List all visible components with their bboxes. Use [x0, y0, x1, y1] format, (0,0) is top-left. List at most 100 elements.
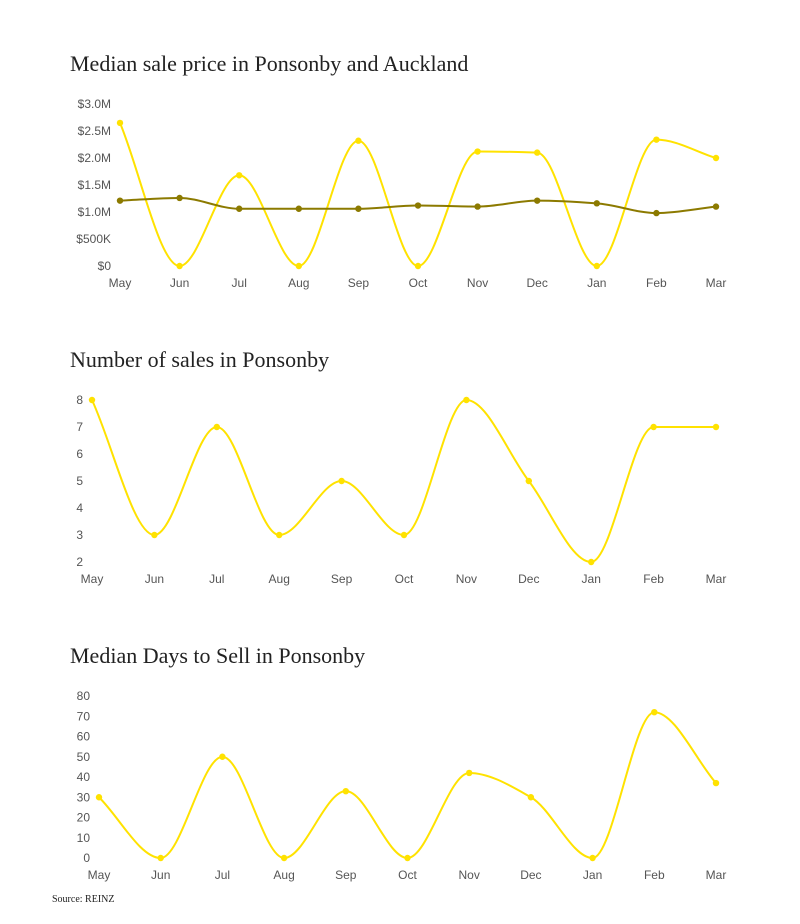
- data-point[interactable]: [527, 794, 535, 801]
- x-tick-label: Jun: [145, 572, 164, 586]
- x-tick-label: Aug: [269, 572, 290, 586]
- data-point[interactable]: [342, 787, 349, 795]
- data-point[interactable]: [213, 423, 220, 431]
- data-point[interactable]: [588, 558, 595, 566]
- data-point[interactable]: [157, 854, 164, 862]
- x-tick-label: Mar: [706, 868, 727, 882]
- data-point[interactable]: [463, 396, 470, 404]
- x-tick-label: Mar: [706, 572, 727, 586]
- x-tick-label: May: [88, 868, 111, 882]
- x-tick-label: Aug: [273, 868, 294, 882]
- data-point[interactable]: [474, 203, 481, 210]
- data-point[interactable]: [95, 794, 103, 801]
- y-tick-label: $3.0M: [78, 97, 111, 111]
- data-point[interactable]: [280, 854, 288, 862]
- data-point[interactable]: [404, 854, 411, 862]
- sales-line-chart: 2 3 4 5 6 7 8 May Jun Jul Aug Sep Oct Nov Dec Jan Feb Mar: [76, 393, 727, 586]
- data-point[interactable]: [219, 753, 226, 760]
- series-line: [98, 711, 717, 860]
- y-tick-label: $0: [98, 259, 112, 273]
- data-point[interactable]: [276, 531, 283, 539]
- data-point[interactable]: [712, 423, 720, 431]
- x-tick-label: Feb: [643, 572, 664, 586]
- x-tick-label: Oct: [398, 868, 417, 882]
- data-point[interactable]: [653, 136, 660, 143]
- series-line: [119, 122, 717, 268]
- data-point[interactable]: [589, 854, 596, 862]
- data-point[interactable]: [534, 149, 541, 156]
- y-tick-label: $1.5M: [78, 178, 111, 192]
- x-tick-label: Jan: [582, 572, 601, 586]
- x-tick-label: Jan: [583, 868, 602, 882]
- data-point[interactable]: [88, 396, 96, 404]
- x-tick-label: Aug: [288, 276, 309, 290]
- data-point[interactable]: [176, 262, 183, 270]
- x-tick-label: Dec: [518, 572, 539, 586]
- y-tick-label: 40: [77, 770, 91, 784]
- x-tick-label: Oct: [395, 572, 414, 586]
- data-point[interactable]: [355, 205, 362, 212]
- y-tick-label: 6: [76, 447, 83, 461]
- data-point[interactable]: [236, 205, 243, 212]
- data-point[interactable]: [593, 262, 600, 270]
- data-point[interactable]: [593, 200, 600, 207]
- source-note: Source: REINZ: [52, 894, 115, 905]
- x-tick-label: Dec: [527, 276, 548, 290]
- x-tick-label: Jan: [587, 276, 606, 290]
- x-tick-label: May: [109, 276, 132, 290]
- data-point[interactable]: [525, 477, 532, 485]
- x-tick-label: Jul: [209, 572, 224, 586]
- y-tick-label: 50: [77, 750, 91, 764]
- chart-title-price: Median sale price in Ponsonby and Auckla…: [70, 51, 469, 76]
- x-tick-label: May: [81, 572, 104, 586]
- data-point[interactable]: [653, 209, 660, 217]
- chart-title-days: Median Days to Sell in Ponsonby: [70, 643, 366, 668]
- data-point[interactable]: [176, 194, 183, 202]
- data-point[interactable]: [295, 205, 302, 212]
- x-tick-label: Jun: [170, 276, 189, 290]
- x-tick-label: Feb: [644, 868, 665, 882]
- data-point[interactable]: [295, 262, 302, 270]
- data-point[interactable]: [466, 769, 473, 777]
- x-tick-label: Nov: [459, 868, 480, 882]
- y-tick-label: $500K: [76, 232, 111, 246]
- chart-title-sales: Number of sales in Ponsonby: [70, 347, 330, 372]
- data-point[interactable]: [355, 137, 362, 144]
- y-tick-label: 60: [77, 730, 91, 744]
- y-tick-label: $2.5M: [78, 124, 111, 138]
- data-point[interactable]: [338, 477, 345, 485]
- data-point[interactable]: [712, 154, 720, 162]
- data-point[interactable]: [414, 262, 422, 270]
- x-tick-label: Jul: [215, 868, 230, 882]
- x-tick-label: Sep: [331, 572, 353, 586]
- x-tick-label: Sep: [348, 276, 370, 290]
- data-point[interactable]: [712, 203, 720, 210]
- y-tick-label: $1.0M: [78, 205, 111, 219]
- x-tick-label: Oct: [409, 276, 428, 290]
- y-tick-label: 0: [83, 851, 90, 865]
- days-to-sell-line-chart: 0 10 20 30 40 50 60 70 80 May Jun Jul Aug Sep Oct Nov De…: [77, 689, 727, 882]
- x-tick-label: Jul: [232, 276, 247, 290]
- y-tick-label: 5: [76, 474, 83, 488]
- data-point[interactable]: [712, 779, 720, 787]
- data-point[interactable]: [236, 172, 243, 179]
- data-point[interactable]: [116, 197, 124, 204]
- x-tick-label: Jun: [151, 868, 170, 882]
- y-tick-label: $2.0M: [78, 151, 111, 165]
- y-tick-label: 70: [77, 709, 91, 723]
- x-tick-label: Dec: [520, 868, 541, 882]
- data-point[interactable]: [650, 423, 657, 431]
- data-point[interactable]: [116, 119, 124, 127]
- data-point[interactable]: [534, 197, 541, 204]
- y-tick-label: 4: [76, 501, 83, 515]
- x-tick-label: Nov: [467, 276, 488, 290]
- data-point[interactable]: [651, 709, 658, 716]
- y-tick-label: 2: [76, 555, 83, 569]
- data-point[interactable]: [151, 531, 158, 539]
- data-point[interactable]: [400, 531, 408, 539]
- data-point[interactable]: [474, 148, 481, 155]
- y-tick-label: 80: [77, 689, 91, 703]
- price-line-chart: $0 $500K $1.0M $1.5M $2.0M $2.5M $3.0M May Jun Ju…: [76, 97, 726, 290]
- y-tick-label: 20: [77, 811, 91, 825]
- data-point[interactable]: [414, 202, 422, 209]
